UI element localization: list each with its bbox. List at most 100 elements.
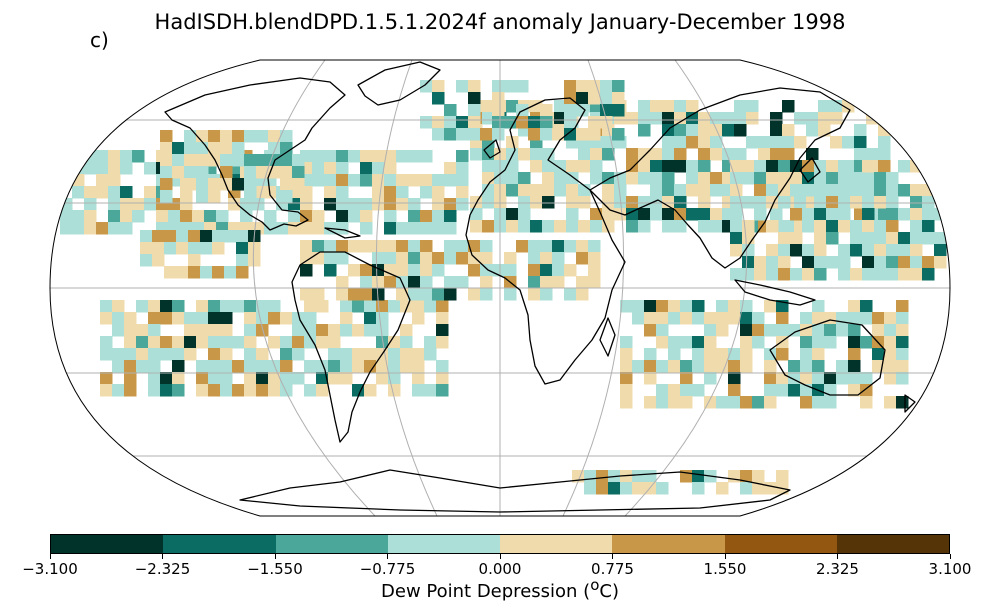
anomaly-cell (778, 268, 791, 281)
anomaly-cell (268, 336, 281, 349)
anomaly-cell (184, 166, 197, 179)
anomaly-cell (668, 336, 681, 349)
anomaly-cell (208, 360, 221, 373)
anomaly-cell (84, 222, 97, 235)
anomaly-cell (752, 482, 765, 495)
anomaly-cell (860, 312, 873, 325)
anomaly-cell (836, 372, 849, 385)
anomaly-cell (408, 210, 421, 223)
anomaly-cell (482, 112, 495, 125)
anomaly-cell (896, 312, 909, 325)
anomaly-cell (620, 384, 633, 397)
anomaly-cell (364, 324, 377, 337)
anomaly-cell (728, 384, 741, 397)
anomaly-grid-cells (60, 80, 947, 495)
anomaly-cell (638, 112, 651, 125)
colorbar-tick-label: 0.000 (478, 560, 522, 578)
anomaly-cell (152, 230, 165, 243)
anomaly-cell (850, 232, 863, 245)
anomaly-cell (674, 124, 687, 137)
anomaly-cell (372, 288, 385, 301)
anomaly-cell (482, 172, 495, 185)
anomaly-cell (620, 482, 633, 495)
anomaly-cell (196, 166, 209, 179)
anomaly-cell (292, 336, 305, 349)
anomaly-cell (420, 116, 433, 129)
anomaly-cell (348, 174, 361, 187)
anomaly-cell (896, 300, 909, 313)
anomaly-cell (200, 242, 213, 255)
anomaly-cell (764, 360, 777, 373)
anomaly-cell (232, 130, 245, 143)
anomaly-cell (542, 184, 555, 197)
anomaly-cell (324, 186, 337, 199)
anomaly-cell (172, 348, 185, 361)
anomaly-cell (722, 124, 735, 137)
anomaly-cell (264, 210, 277, 223)
anomaly-cell (384, 264, 397, 277)
anomaly-cell (172, 166, 185, 179)
anomaly-cell (280, 166, 293, 179)
anomaly-cell (740, 470, 753, 483)
anomaly-cell (788, 360, 801, 373)
anomaly-cell (152, 242, 165, 255)
anomaly-cell (896, 372, 909, 385)
anomaly-cell (826, 184, 839, 197)
anomaly-cell (232, 336, 245, 349)
anomaly-cell (680, 384, 693, 397)
anomaly-cell (256, 384, 269, 397)
anomaly-cell (132, 210, 145, 223)
anomaly-cell (372, 252, 385, 265)
anomaly-cell (360, 198, 373, 211)
anomaly-cell (588, 264, 601, 277)
anomaly-cell (388, 336, 401, 349)
anomaly-cell (228, 198, 241, 211)
anomaly-cell (172, 384, 185, 397)
anomaly-cell (600, 80, 613, 93)
anomaly-cell (492, 104, 505, 117)
anomaly-cell (468, 288, 481, 301)
anomaly-cell (176, 242, 189, 255)
anomaly-cell (518, 148, 531, 161)
anomaly-cell (376, 324, 389, 337)
colorbar (50, 534, 950, 554)
anomaly-cell (456, 116, 469, 129)
anomaly-cell (530, 160, 543, 173)
anomaly-cell (388, 360, 401, 373)
anomaly-cell (160, 300, 173, 313)
anomaly-cell (504, 80, 517, 93)
anomaly-cell (896, 336, 909, 349)
anomaly-cell (108, 222, 121, 235)
anomaly-cell (236, 266, 249, 279)
anomaly-cell (180, 210, 193, 223)
anomaly-cell (412, 348, 425, 361)
anomaly-cell (268, 142, 281, 155)
anomaly-cell (848, 324, 861, 337)
anomaly-cell (842, 136, 855, 149)
anomaly-cell (742, 268, 755, 281)
anomaly-cell (420, 240, 433, 253)
anomaly-cell (566, 196, 579, 209)
anomaly-cell (436, 336, 449, 349)
anomaly-cell (432, 174, 445, 187)
anomaly-cell (770, 124, 783, 137)
anomaly-cell (188, 254, 201, 267)
anomaly-cell (376, 312, 389, 325)
anomaly-cell (528, 276, 541, 289)
anomaly-cell (730, 208, 743, 221)
anomaly-cell (814, 160, 827, 173)
anomaly-cell (814, 208, 827, 221)
anomaly-cell (614, 196, 627, 209)
anomaly-cell (620, 470, 633, 483)
anomaly-cell (656, 324, 669, 337)
anomaly-cell (400, 348, 413, 361)
anomaly-cell (878, 100, 891, 113)
anomaly-cell (662, 100, 675, 113)
anomaly-cell (730, 184, 743, 197)
anomaly-cell (376, 360, 389, 373)
anomaly-cell (650, 100, 663, 113)
anomaly-cell (644, 360, 657, 373)
anomaly-cell (208, 178, 221, 191)
anomaly-cell (292, 178, 305, 191)
